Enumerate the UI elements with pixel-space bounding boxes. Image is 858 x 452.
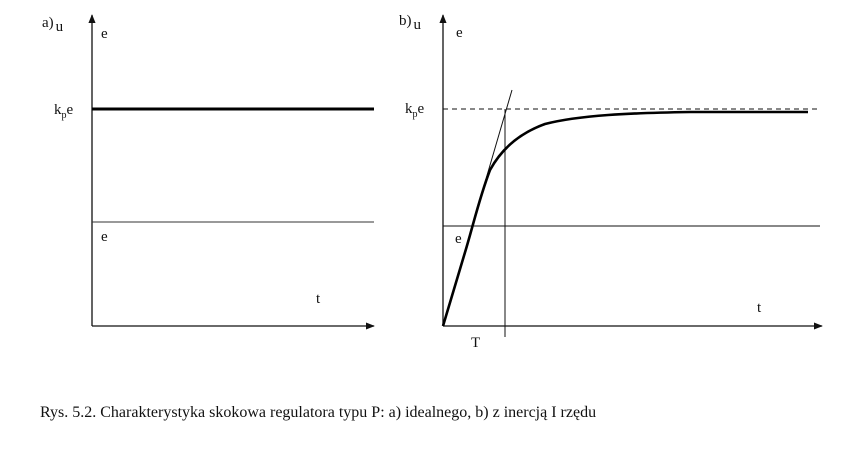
panel-a-y-axis-label: e [101, 26, 108, 42]
panel-a-x-axis-label: t [316, 291, 321, 307]
panel-b-step-response-curve [441, 110, 808, 327]
panel-b-y-axis-label: e [456, 25, 463, 41]
panel-a-label: a) u [42, 15, 64, 35]
figure-caption: Rys. 5.2. Charakterystyka skokowa regula… [40, 404, 597, 421]
panel-b-input-label: e [455, 231, 462, 247]
panel-a-gain-label: kpe [54, 102, 74, 121]
panel-b-time-constant-label: T [471, 335, 480, 351]
panel-b: b) u e kpe e T t [399, 13, 823, 351]
panel-b-gain-label: kpe [405, 101, 425, 120]
panel-b-label: b) u [399, 13, 422, 33]
panel-a: a) u e kpe e t [42, 14, 375, 330]
panel-a-input-label: e [101, 229, 108, 245]
panel-b-x-axis-label: t [757, 300, 762, 316]
